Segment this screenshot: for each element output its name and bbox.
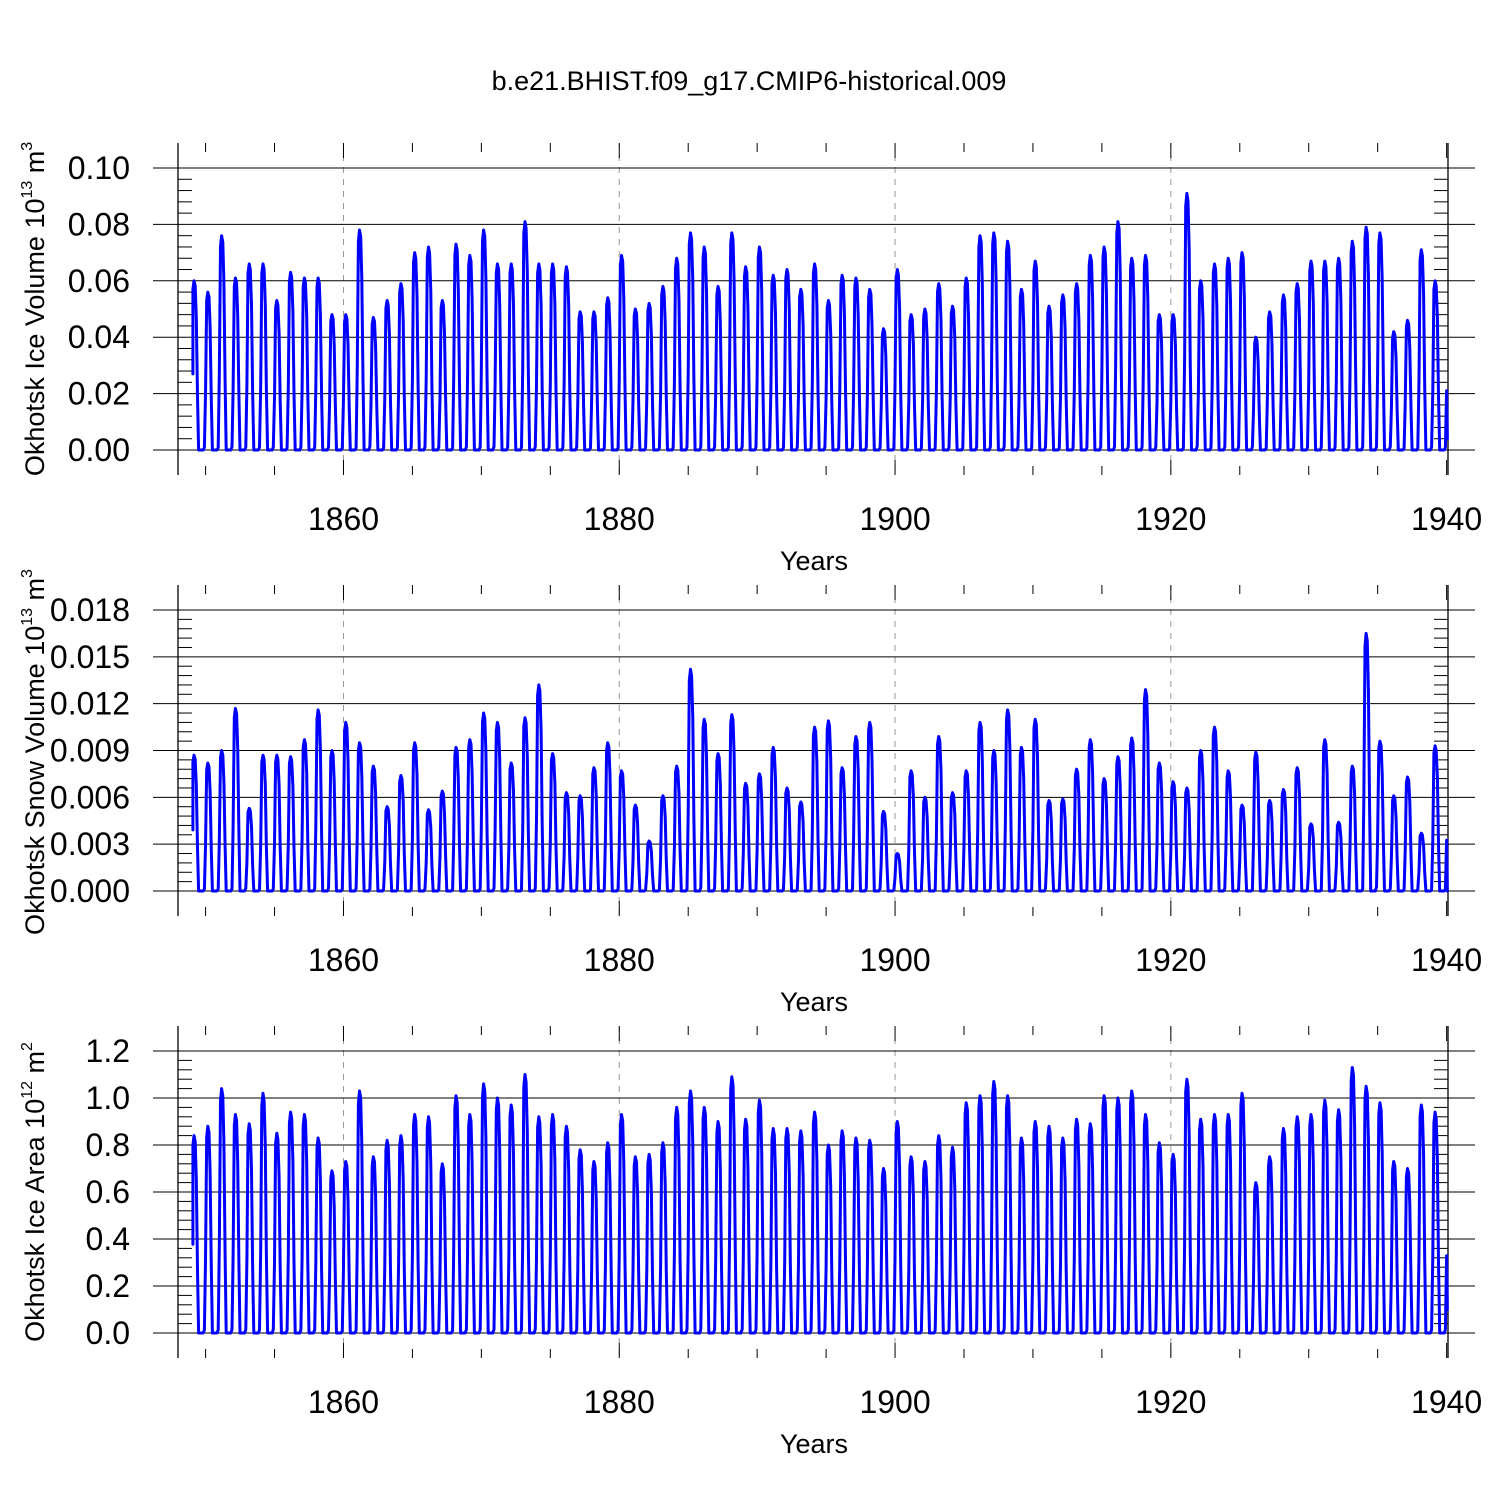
y-axis-label: Okhotsk Ice Area 1012 m2 bbox=[19, 1042, 50, 1342]
ice-area-panel: 0.0 0.2 0.4 0.6 0.8 1.0 1.2 1860 1880 1900 1920 194… bbox=[19, 1026, 1482, 1459]
xtick-label: 1940 bbox=[1411, 1384, 1482, 1420]
xtick-label: 1880 bbox=[584, 1384, 655, 1420]
x-axis-label: Years bbox=[780, 546, 848, 576]
ytick-label: 0.04 bbox=[68, 319, 130, 355]
y-axis-label-text: Okhotsk Snow Volume 10 bbox=[20, 626, 50, 935]
y-axis-label: Okhotsk Snow Volume 1013 m3 bbox=[19, 569, 50, 935]
x-axis-label: Years bbox=[780, 1429, 848, 1459]
y-axis-label-exponent: 13 bbox=[19, 608, 36, 626]
y-axis-label: Okhotsk Ice Volume 1013 m3 bbox=[19, 142, 50, 476]
ytick-label: 0.08 bbox=[68, 206, 130, 242]
ytick-label: 0.018 bbox=[50, 592, 130, 628]
ytick-label: 1.2 bbox=[86, 1033, 130, 1069]
xtick-label: 1920 bbox=[1135, 501, 1206, 537]
y-axis-label-text: Okhotsk Ice Area 10 bbox=[20, 1099, 50, 1342]
ytick-label: 1.0 bbox=[86, 1080, 130, 1116]
ice-volume-panel: 0.00 0.02 0.04 0.06 0.08 0.10 1860 1880 1900 1920… bbox=[19, 142, 1482, 576]
ytick-label: 0.00 bbox=[68, 432, 130, 468]
y-axis-label-exponent: 13 bbox=[19, 181, 36, 199]
ytick-label: 0.6 bbox=[86, 1174, 130, 1210]
y-axis-label-text: Okhotsk Ice Volume 10 bbox=[20, 199, 50, 477]
xtick-label: 1880 bbox=[584, 501, 655, 537]
ice-area-series-line bbox=[191, 1066, 1449, 1335]
xtick-label: 1940 bbox=[1411, 942, 1482, 978]
ytick-label: 0.2 bbox=[86, 1268, 130, 1304]
ytick-label: 0.009 bbox=[50, 733, 130, 769]
ytick-label: 0.006 bbox=[50, 779, 130, 815]
ytick-label: 0.003 bbox=[50, 826, 130, 862]
ytick-label: 0.000 bbox=[50, 873, 130, 909]
ice-volume-series-line bbox=[191, 191, 1449, 452]
y-axis-label-unit: m bbox=[20, 151, 50, 181]
ytick-label: 0.4 bbox=[86, 1221, 130, 1257]
ytick-label: 0.06 bbox=[68, 263, 130, 299]
chart-title: b.e21.BHIST.f09_g17.CMIP6-historical.009 bbox=[492, 66, 1007, 96]
x-axis-label: Years bbox=[780, 987, 848, 1017]
y-axis-label-unit-power: 3 bbox=[19, 569, 36, 578]
y-axis-label-unit-power: 3 bbox=[19, 142, 36, 151]
ytick-label: 0.8 bbox=[86, 1127, 130, 1163]
y-axis-label-exponent: 12 bbox=[19, 1081, 36, 1099]
xtick-label: 1940 bbox=[1411, 501, 1482, 537]
xtick-label: 1920 bbox=[1135, 942, 1206, 978]
xtick-label: 1920 bbox=[1135, 1384, 1206, 1420]
y-axis-label-unit-power: 2 bbox=[19, 1042, 36, 1051]
y-axis-label-unit: m bbox=[20, 578, 50, 608]
ytick-label: 0.012 bbox=[50, 686, 130, 722]
snow-volume-series-line bbox=[191, 631, 1449, 893]
xtick-label: 1860 bbox=[308, 942, 379, 978]
xtick-label: 1900 bbox=[859, 1384, 930, 1420]
xtick-label: 1880 bbox=[584, 942, 655, 978]
xtick-label: 1900 bbox=[859, 942, 930, 978]
y-axis-label-unit: m bbox=[20, 1051, 50, 1081]
ytick-label: 0.0 bbox=[86, 1315, 130, 1351]
snow-volume-panel: 0.000 0.003 0.006 0.009 0.012 0.015 0.018 1860 1… bbox=[19, 569, 1482, 1017]
ytick-label: 0.10 bbox=[68, 150, 130, 186]
xtick-label: 1860 bbox=[308, 1384, 379, 1420]
ytick-label: 0.015 bbox=[50, 639, 130, 675]
xtick-label: 1860 bbox=[308, 501, 379, 537]
ytick-label: 0.02 bbox=[68, 376, 130, 412]
xtick-label: 1900 bbox=[859, 501, 930, 537]
